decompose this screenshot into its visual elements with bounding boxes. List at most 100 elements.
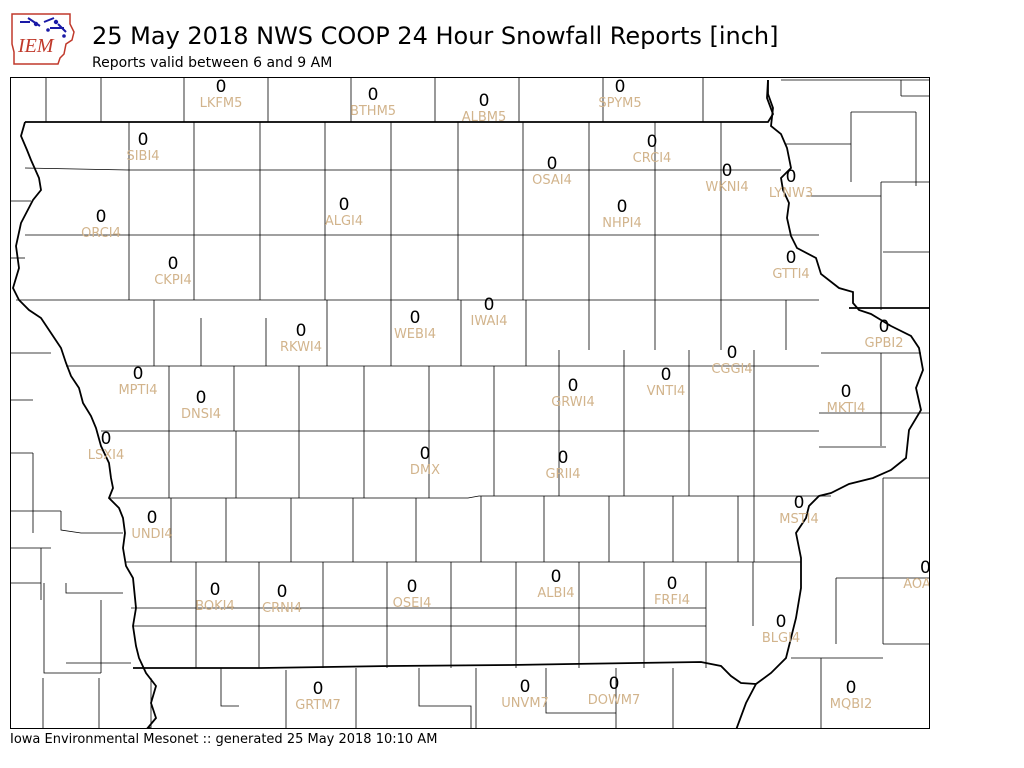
station-value: 0 <box>550 567 562 587</box>
station-value: 0 <box>483 295 495 315</box>
station-ckpi4: 0 CKPI4 <box>154 255 192 288</box>
station-dowm7: 0 DOWM7 <box>588 675 641 708</box>
station-value: 0 <box>660 365 672 385</box>
station-value: 0 <box>338 195 350 215</box>
station-undi4: 0 UNDI4 <box>131 509 172 542</box>
station-id: WKNI4 <box>705 180 749 195</box>
station-id: RKWI4 <box>279 340 323 355</box>
footer-credit: Iowa Environmental Mesonet :: generated … <box>10 732 438 747</box>
station-dnsi4: 0 DNSI4 <box>181 389 221 422</box>
station-value: 0 <box>419 444 431 464</box>
station-value: 0 <box>845 678 857 698</box>
station-value: 0 <box>406 577 418 597</box>
station-value: 0 <box>775 612 787 632</box>
station-blgi4: 0 BLGI4 <box>762 613 800 646</box>
station-id: GPBI2 <box>864 336 904 351</box>
station-id: UNDI4 <box>131 527 173 542</box>
station-dmx: 0 DMX <box>410 445 440 478</box>
station-mpti4: 0 MPTI4 <box>118 365 157 398</box>
county-boundaries <box>11 78 929 728</box>
map-corner-marker <box>146 727 152 728</box>
station-grtm7: 0 GRTM7 <box>295 680 341 713</box>
station-algi4: 0 ALGI4 <box>325 196 363 229</box>
station-grwi4: 0 GRWI4 <box>551 377 595 410</box>
station-value: 0 <box>519 677 531 697</box>
station-id: NHPI4 <box>602 216 642 231</box>
station-spym5: 0 SPYM5 <box>598 78 641 111</box>
station-wkni4: 0 WKNI4 <box>705 162 748 195</box>
station-value: 0 <box>557 448 569 468</box>
station-mkti4: 0 MKTI4 <box>827 383 866 416</box>
station-id: BTHM5 <box>349 104 397 119</box>
logo-text: IEM <box>17 35 55 57</box>
station-aoa: 0 AOA <box>903 559 930 592</box>
station-id: ORCI4 <box>81 226 121 241</box>
station-value: 0 <box>100 429 112 449</box>
station-id: GRTM7 <box>295 698 341 713</box>
station-id: IWAI4 <box>470 314 508 329</box>
station-value: 0 <box>567 376 579 396</box>
station-id: FRFI4 <box>653 593 691 608</box>
station-id: WEBI4 <box>393 327 437 342</box>
iem-logo: IEM <box>10 8 78 66</box>
station-lkfm5: 0 LKFM5 <box>200 78 243 111</box>
station-id: DMX <box>409 463 441 478</box>
station-value: 0 <box>132 364 144 384</box>
station-id: OSAI4 <box>532 173 572 188</box>
station-value: 0 <box>367 85 379 105</box>
station-value: 0 <box>295 321 307 341</box>
station-value: 0 <box>409 308 421 328</box>
station-gtti4: 0 GTTI4 <box>772 249 809 282</box>
station-albi4: 0 ALBI4 <box>537 568 574 601</box>
station-lynw3: 0 LYNW3 <box>769 168 813 201</box>
station-grii4: 0 GRII4 <box>545 449 580 482</box>
station-id: CGGI4 <box>711 362 753 377</box>
station-vnti4: 0 VNTI4 <box>647 366 686 399</box>
station-unvm7: 0 UNVM7 <box>501 678 549 711</box>
snowfall-map: 0 LKFM5 0 BTHM5 0 ALBM5 0 SPYM5 0 SIBI4 0 CRCI… <box>10 77 930 729</box>
state-borders <box>12 79 929 728</box>
station-webi4: 0 WEBI4 <box>394 309 436 342</box>
station-id: MPTI4 <box>118 383 158 398</box>
station-value: 0 <box>785 248 797 268</box>
station-id: SPYM5 <box>598 96 642 111</box>
station-osei4: 0 OSEI4 <box>393 578 432 611</box>
station-id: ALBM5 <box>461 110 507 125</box>
station-orci4: 0 ORCI4 <box>81 208 121 241</box>
station-id: BOKI4 <box>195 599 235 614</box>
station-value: 0 <box>276 582 288 602</box>
station-nhpi4: 0 NHPI4 <box>602 198 641 231</box>
station-value: 0 <box>195 388 207 408</box>
station-value: 0 <box>95 207 107 227</box>
station-msti4: 0 MSTI4 <box>779 494 819 527</box>
station-crci4: 0 CRCI4 <box>633 133 672 166</box>
station-id: MSTI4 <box>779 512 819 527</box>
station-id: ALBI4 <box>537 586 575 601</box>
station-id: GRWI4 <box>551 395 595 410</box>
station-boki4: 0 BOKI4 <box>195 581 235 614</box>
station-id: DOWM7 <box>587 693 641 708</box>
station-id: SIBI4 <box>126 149 160 164</box>
station-id: BLGI4 <box>761 631 801 646</box>
station-id: AOA <box>903 577 930 592</box>
station-value: 0 <box>878 317 890 337</box>
station-value: 0 <box>726 343 738 363</box>
station-id: VNTI4 <box>646 384 686 399</box>
station-osai4: 0 OSAI4 <box>532 155 572 188</box>
station-value: 0 <box>215 77 227 97</box>
station-crni4: 0 CRNI4 <box>262 583 302 616</box>
station-iwai4: 0 IWAI4 <box>471 296 508 329</box>
station-value: 0 <box>608 674 620 694</box>
station-id: DNSI4 <box>180 407 222 422</box>
station-value: 0 <box>167 254 179 274</box>
station-id: CKPI4 <box>154 273 192 288</box>
station-id: MQBI2 <box>829 697 873 712</box>
station-id: LKFM5 <box>199 96 243 111</box>
station-id: CRNI4 <box>262 601 302 616</box>
station-value: 0 <box>840 382 852 402</box>
map-subtitle: Reports valid between 6 and 9 AM <box>92 55 333 71</box>
station-value: 0 <box>614 77 626 97</box>
station-id: UNVM7 <box>501 696 549 711</box>
station-value: 0 <box>616 197 628 217</box>
station-value: 0 <box>546 154 558 174</box>
